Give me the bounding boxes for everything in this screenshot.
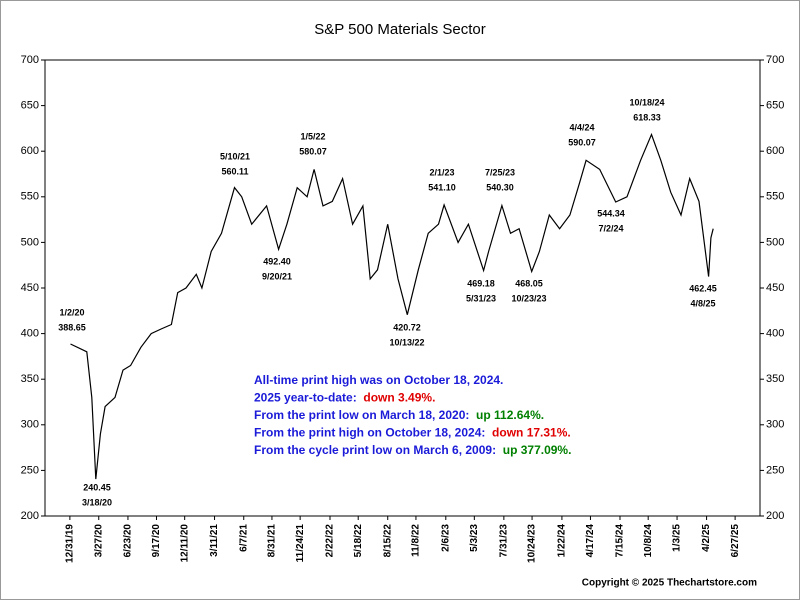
annotation: 240.45 — [83, 482, 111, 492]
note-part: 2025 year-to-date: — [254, 391, 363, 405]
y-tick-label: 650 — [21, 100, 39, 112]
note-part: down 17.31%. — [492, 426, 571, 440]
note-part: down 3.49%. — [363, 391, 435, 405]
y2-tick-label: 400 — [766, 328, 784, 340]
annotation: 4/4/24 — [569, 122, 594, 132]
x-tick-label: 2/22/22 — [325, 524, 336, 558]
annotation: 560.11 — [221, 166, 248, 176]
x-tick-label: 4/2/25 — [701, 524, 712, 552]
annotation: 4/8/25 — [690, 298, 715, 308]
y-tick-label: 250 — [21, 464, 39, 476]
x-tick-label: 3/11/21 — [209, 524, 220, 557]
annotation: 9/20/21 — [262, 271, 292, 281]
annotation: 1/2/20 — [59, 307, 84, 317]
x-tick-label: 3/27/20 — [93, 524, 104, 558]
x-tick-label: 11/24/21 — [295, 524, 306, 563]
annotation: 468.05 — [515, 278, 543, 288]
x-tick-label: 7/15/24 — [615, 524, 626, 558]
note-part: up 377.09%. — [503, 443, 572, 457]
x-tick-label: 11/8/22 — [411, 524, 422, 557]
x-tick-label: 6/23/20 — [123, 524, 134, 558]
annotation: 10/18/24 — [629, 97, 664, 107]
annotation: 2/1/23 — [429, 167, 454, 177]
annotation: 541.10 — [428, 182, 456, 192]
note: All-time print high was on October 18, 2… — [254, 373, 503, 387]
price-line — [70, 132, 714, 480]
x-tick-label: 12/31/19 — [65, 524, 76, 563]
note: 2025 year-to-date: down 3.49%. — [254, 391, 435, 405]
annotation: 420.72 — [393, 322, 421, 332]
x-tick-label: 10/24/23 — [527, 524, 538, 563]
annotation: 10/13/22 — [389, 337, 424, 347]
note: From the print low on March 18, 2020: up… — [254, 408, 544, 422]
y2-tick-label: 650 — [766, 100, 784, 112]
annotation: 618.33 — [633, 112, 661, 122]
y2-tick-label: 350 — [766, 373, 784, 385]
y-tick-label: 700 — [21, 54, 39, 66]
x-tick-label: 1/3/25 — [672, 524, 683, 552]
note: From the cycle print low on March 6, 200… — [254, 443, 571, 457]
annotation: 1/5/22 — [300, 131, 325, 141]
y-tick-label: 450 — [21, 282, 39, 294]
x-tick-label: 5/18/22 — [353, 524, 364, 558]
y2-tick-label: 500 — [766, 236, 784, 248]
note-part: From the cycle print low on March 6, 200… — [254, 443, 503, 457]
y-tick-label: 500 — [21, 236, 39, 248]
annotation: 388.65 — [58, 322, 86, 332]
annotation: 5/10/21 — [220, 151, 250, 161]
annotation: 7/25/23 — [485, 167, 515, 177]
annotation: 462.45 — [689, 283, 717, 293]
y-tick-label: 550 — [21, 191, 39, 203]
annotation: 590.07 — [568, 137, 596, 147]
annotation: 540.30 — [486, 182, 514, 192]
y-tick-label: 350 — [21, 373, 39, 385]
chart-title: S&P 500 Materials Sector — [314, 21, 485, 38]
note-part: All-time print high was on October 18, 2… — [254, 373, 503, 387]
note-part: up 112.64%. — [476, 408, 544, 422]
x-tick-label: 12/11/20 — [179, 524, 190, 563]
x-tick-label: 9/17/20 — [151, 524, 162, 558]
x-tick-label: 5/3/23 — [469, 524, 480, 552]
y2-tick-label: 200 — [766, 510, 784, 522]
y2-tick-label: 700 — [766, 54, 784, 66]
annotation: 3/18/20 — [82, 497, 112, 507]
y2-tick-label: 450 — [766, 282, 784, 294]
y2-tick-label: 300 — [766, 419, 784, 431]
x-tick-label: 6/27/25 — [730, 524, 741, 558]
y-tick-label: 400 — [21, 328, 39, 340]
note-part: From the print low on March 18, 2020: — [254, 408, 476, 422]
annotation: 7/2/24 — [598, 223, 623, 233]
copyright: Copyright © 2025 Thechartstore.com — [582, 578, 757, 589]
note: From the print high on October 18, 2024:… — [254, 426, 571, 440]
x-tick-label: 6/7/21 — [238, 524, 249, 552]
y-tick-label: 300 — [21, 419, 39, 431]
y2-tick-label: 550 — [766, 191, 784, 203]
x-tick-label: 7/31/23 — [499, 524, 510, 558]
x-tick-label: 8/15/22 — [382, 524, 393, 558]
annotation: 580.07 — [299, 146, 327, 156]
annotation: 544.34 — [597, 208, 625, 218]
y2-tick-label: 250 — [766, 464, 784, 476]
annotation: 492.40 — [263, 256, 291, 266]
annotation: 5/31/23 — [466, 293, 496, 303]
annotation: 469.18 — [467, 278, 495, 288]
y-tick-label: 200 — [21, 510, 39, 522]
annotation: 10/23/23 — [511, 293, 546, 303]
y-tick-label: 600 — [21, 145, 39, 157]
x-tick-label: 1/22/24 — [557, 524, 568, 558]
x-tick-label: 2/6/23 — [440, 524, 451, 552]
x-tick-label: 10/8/24 — [643, 524, 654, 558]
note-part: From the print high on October 18, 2024: — [254, 426, 492, 440]
x-tick-label: 4/17/24 — [585, 524, 596, 558]
y2-tick-label: 600 — [766, 145, 784, 157]
x-tick-label: 8/31/21 — [267, 524, 278, 558]
